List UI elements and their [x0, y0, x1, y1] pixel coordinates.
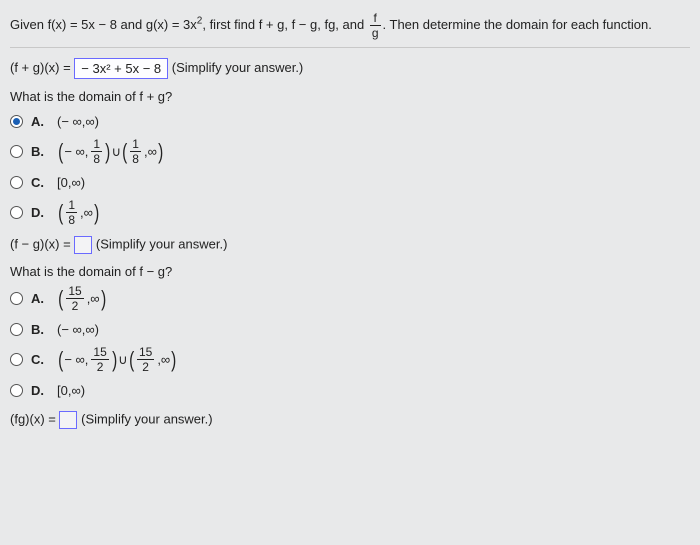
q2-option-a[interactable]: A. ( 152 ,∞ )	[10, 285, 690, 312]
f-num: 15	[66, 285, 83, 299]
stem-prefix: Given f(x) = 5x − 8 and g(x) = 3x	[10, 17, 197, 32]
option-math: ( − ∞,18 ) ∪ ( 18,∞ )	[57, 138, 164, 165]
f-den: 8	[130, 152, 141, 165]
option-label: A.	[31, 291, 49, 306]
q2-prompt: What is the domain of f − g?	[10, 264, 690, 279]
rparen-icon: )	[158, 141, 163, 163]
option-label: D.	[31, 383, 49, 398]
f-num: 1	[130, 138, 141, 152]
f-num: 1	[91, 138, 102, 152]
f-den: 8	[91, 152, 102, 165]
radio-icon	[10, 115, 23, 128]
part3-lhs: (fg)(x) =	[10, 411, 59, 426]
rparen-icon: )	[94, 202, 99, 224]
option-label: B.	[31, 322, 49, 337]
frac-den: g	[370, 26, 381, 39]
rparen-icon: )	[101, 288, 106, 310]
option-math: (− ∞,∞)	[57, 114, 99, 129]
f-num: 1	[66, 199, 77, 213]
q2-option-b[interactable]: B. (− ∞,∞)	[10, 318, 690, 340]
f-den: 2	[91, 360, 108, 373]
q1-option-b[interactable]: B. ( − ∞,18 ) ∪ ( 18,∞ )	[10, 138, 690, 165]
f-num: 15	[91, 346, 108, 360]
part1-answer: − 3x² + 5x − 8	[81, 61, 161, 76]
stem-fraction: fg	[370, 12, 381, 39]
f-den: 2	[66, 299, 83, 312]
q2-option-d[interactable]: D. [0,∞)	[10, 379, 690, 401]
lparen-icon: (	[58, 288, 63, 310]
f-num: 15	[137, 346, 154, 360]
question-stem: Given f(x) = 5x − 8 and g(x) = 3x2, firs…	[10, 8, 690, 48]
radio-icon	[10, 176, 23, 189]
union: ∪	[118, 352, 128, 368]
lparen-icon: (	[58, 141, 63, 163]
lparen-icon: (	[58, 202, 63, 224]
q1-prompt: What is the domain of f + g?	[10, 89, 690, 104]
int-right: ,∞	[87, 291, 100, 306]
f-den: 2	[137, 360, 154, 373]
part2-answer-box[interactable]	[74, 236, 92, 254]
part2-row: (f − g)(x) = (Simplify your answer.)	[10, 236, 690, 254]
radio-icon	[10, 145, 23, 158]
option-label: C.	[31, 175, 49, 190]
part1-hint: (Simplify your answer.)	[172, 60, 303, 75]
radio-icon	[10, 323, 23, 336]
option-math: [0,∞)	[57, 175, 85, 190]
option-math: ( 152 ,∞ )	[57, 285, 107, 312]
int-right: ,∞	[144, 144, 157, 159]
int-left: − ∞,	[64, 144, 88, 159]
part3-row: (fg)(x) = (Simplify your answer.)	[10, 411, 690, 429]
part2-hint: (Simplify your answer.)	[96, 236, 227, 251]
option-label: B.	[31, 144, 49, 159]
lparen-icon: (	[129, 349, 134, 371]
rparen-icon: )	[171, 349, 176, 371]
radio-icon	[10, 206, 23, 219]
q1-option-c[interactable]: C. [0,∞)	[10, 171, 690, 193]
option-math: ( − ∞,152 ) ∪ ( 152,∞ )	[57, 346, 178, 373]
part1-lhs: (f + g)(x) =	[10, 60, 74, 75]
rparen-icon: )	[112, 349, 117, 371]
lparen-icon: (	[58, 349, 63, 371]
stem-mid: , first find f + g, f − g, fg, and	[202, 17, 367, 32]
option-label: A.	[31, 114, 49, 129]
option-math: ( 18,∞ )	[57, 199, 100, 226]
int-right: ,∞	[157, 352, 170, 367]
f-den: 8	[66, 213, 77, 226]
radio-icon	[10, 292, 23, 305]
part2-lhs: (f − g)(x) =	[10, 236, 74, 251]
part3-answer-box[interactable]	[59, 411, 77, 429]
frac-num: f	[370, 12, 381, 26]
part1-answer-box[interactable]: − 3x² + 5x − 8	[74, 58, 168, 79]
option-math: (− ∞,∞)	[57, 322, 99, 337]
q1-option-a[interactable]: A. (− ∞,∞)	[10, 110, 690, 132]
int-left: − ∞,	[64, 352, 88, 367]
rparen-icon: )	[105, 141, 110, 163]
part3-hint: (Simplify your answer.)	[81, 411, 212, 426]
option-label: D.	[31, 205, 49, 220]
lparen-icon: (	[122, 141, 127, 163]
radio-icon	[10, 353, 23, 366]
radio-icon	[10, 384, 23, 397]
option-label: C.	[31, 352, 49, 367]
option-math: [0,∞)	[57, 383, 85, 398]
part1-row: (f + g)(x) = − 3x² + 5x − 8 (Simplify yo…	[10, 58, 690, 79]
q2-option-c[interactable]: C. ( − ∞,152 ) ∪ ( 152,∞ )	[10, 346, 690, 373]
union: ∪	[111, 144, 121, 160]
stem-suffix: . Then determine the domain for each fun…	[383, 17, 652, 32]
int-right: ,∞	[80, 205, 93, 220]
q1-option-d[interactable]: D. ( 18,∞ )	[10, 199, 690, 226]
